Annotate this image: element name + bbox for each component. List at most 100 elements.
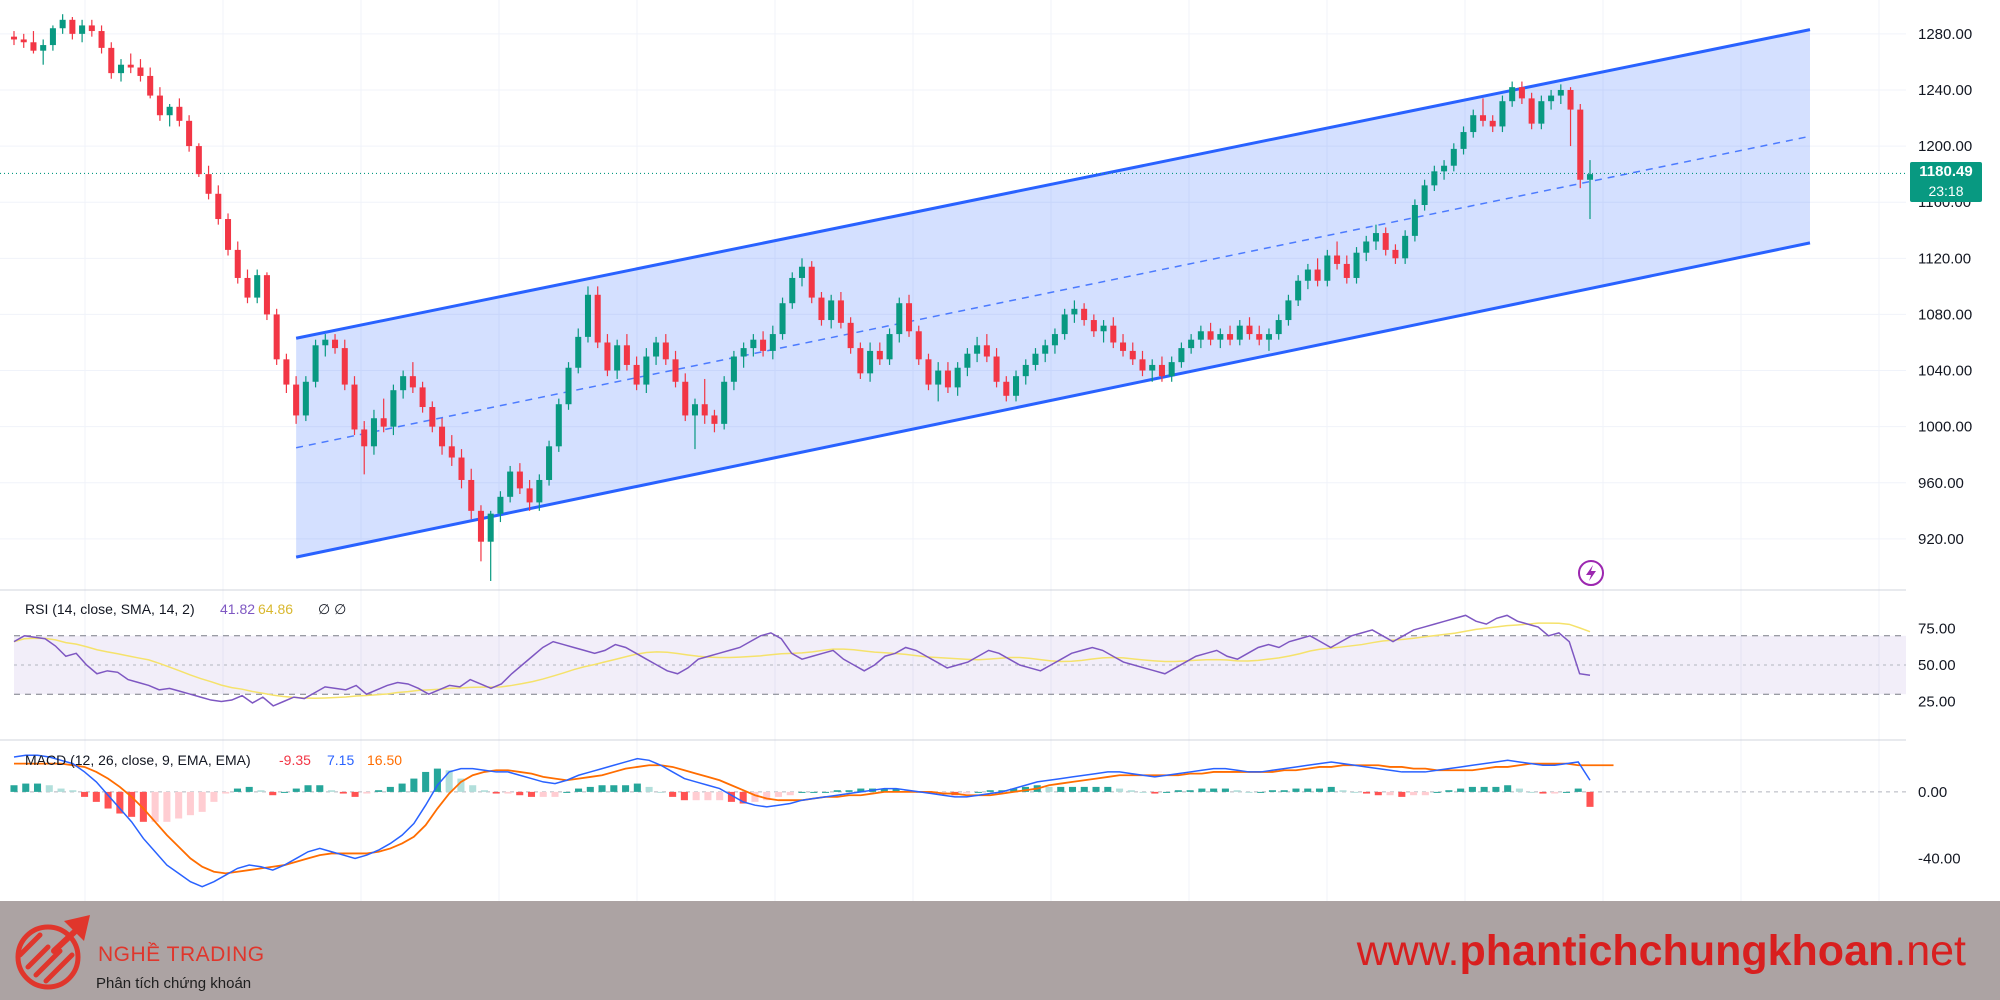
macd-histogram-bar (716, 791, 724, 801)
candle (59, 14, 66, 34)
macd-histogram-bar (1257, 791, 1265, 793)
candle-body (662, 342, 669, 360)
candle-body (254, 275, 261, 298)
candle (1081, 303, 1088, 326)
candle-body (935, 370, 942, 385)
macd-histogram-bar (10, 785, 18, 792)
candle-body (633, 364, 640, 385)
candle (332, 334, 339, 354)
candle (1217, 328, 1224, 349)
channel-middle-line (295, 135, 1811, 449)
candle-body (584, 294, 591, 337)
candle (322, 334, 329, 357)
candle (1382, 227, 1389, 256)
candle-body (1265, 334, 1272, 340)
candle (584, 286, 591, 343)
macd-histogram-bar (1163, 791, 1171, 793)
candle (487, 510, 494, 581)
macd-histogram-bar (763, 791, 771, 801)
candle (390, 384, 397, 436)
macd-histogram-bar (139, 791, 147, 822)
candle (1567, 87, 1574, 147)
candle-body (156, 95, 163, 116)
macd-histogram-bar (563, 791, 571, 793)
candle (1372, 224, 1379, 250)
candle (1343, 255, 1350, 284)
candle-body (1042, 345, 1049, 354)
candle-body (954, 367, 961, 388)
candle-body (750, 339, 757, 349)
candle-body (361, 429, 368, 447)
candle-body (867, 350, 874, 374)
macd-histogram-bar (892, 788, 900, 792)
macd-histogram-bar (1139, 791, 1147, 793)
price-tick-label: 1240.00 (1918, 82, 1972, 99)
countdown-label: 23:18 (1928, 183, 1964, 200)
candle (516, 463, 523, 495)
candle-body (429, 407, 436, 427)
candle-body (993, 356, 1000, 382)
macd-histogram-bar (586, 786, 594, 792)
candle (779, 297, 786, 340)
macd-histogram-bar (292, 788, 300, 792)
macd-histogram-bar (751, 791, 759, 802)
candle-body (1071, 308, 1078, 315)
macd-histogram-bar (633, 783, 641, 792)
candle (555, 398, 562, 452)
macd-histogram-bar (480, 790, 488, 792)
regression-channel[interactable] (295, 28, 1811, 559)
macd-histogram-bar (386, 786, 394, 792)
macd-line (13, 754, 1591, 888)
candle-body (789, 277, 796, 304)
macd-histogram-bar (551, 791, 559, 797)
candle (1402, 230, 1409, 264)
macd-histogram-bar (469, 785, 477, 792)
candle (273, 308, 280, 365)
candle-body (779, 303, 786, 335)
candle (1518, 81, 1525, 104)
candle-body (1460, 132, 1467, 149)
rsi-legend-label: RSI (14, close, SMA, 14, 2) (25, 601, 195, 617)
candle-body (1509, 87, 1516, 102)
candle (98, 25, 105, 54)
macd-histogram-bar (222, 791, 230, 794)
macd-histogram-bar (116, 791, 124, 814)
candle-body (1090, 320, 1097, 332)
candle (837, 291, 844, 329)
candle (789, 272, 796, 309)
candle-body (225, 219, 232, 250)
macd-histogram-bar (210, 791, 218, 802)
candle (263, 272, 270, 321)
macd-histogram-bar (1551, 791, 1559, 794)
candle (419, 381, 426, 413)
candle (1392, 244, 1399, 264)
chart-area[interactable]: 1280.001240.001200.001160.001120.001080.… (0, 0, 2000, 901)
macd-pane[interactable]: 0.00 -40.00 (10, 754, 1961, 888)
candle-body (837, 300, 844, 323)
macd-histogram-bar (81, 791, 89, 797)
macd-histogram-bar (104, 791, 112, 809)
candle (400, 370, 407, 399)
website-link[interactable]: www.phantichchungkhoan.net (1357, 927, 1966, 976)
candle (40, 39, 47, 65)
macd-histogram-bar (857, 788, 865, 792)
candle (1032, 348, 1039, 371)
candle (847, 317, 854, 354)
macd-histogram-bar (92, 791, 100, 802)
macd-histogram-bar (1104, 786, 1112, 792)
candle-body (117, 64, 125, 74)
macd-histogram-bar (974, 791, 982, 793)
candle-body (672, 359, 679, 382)
candle-body (263, 275, 270, 315)
channel-upper-line (295, 28, 1811, 340)
candle-body (847, 322, 854, 349)
macd-legend-label: MACD (12, 26, close, 9, EMA, EMA) (25, 752, 251, 768)
candle (614, 339, 621, 379)
macd-histogram-bar (516, 791, 524, 796)
flash-icon[interactable] (1578, 560, 1604, 586)
website-domain: phantichchungkhoan (1459, 927, 1895, 975)
rsi-pane[interactable]: 75.00 50.00 25.00 (13, 614, 1956, 711)
current-price-badge: 1180.49 23:18 (1910, 162, 1982, 203)
candle-body (380, 418, 387, 427)
macd-histogram-bar (1045, 786, 1053, 792)
